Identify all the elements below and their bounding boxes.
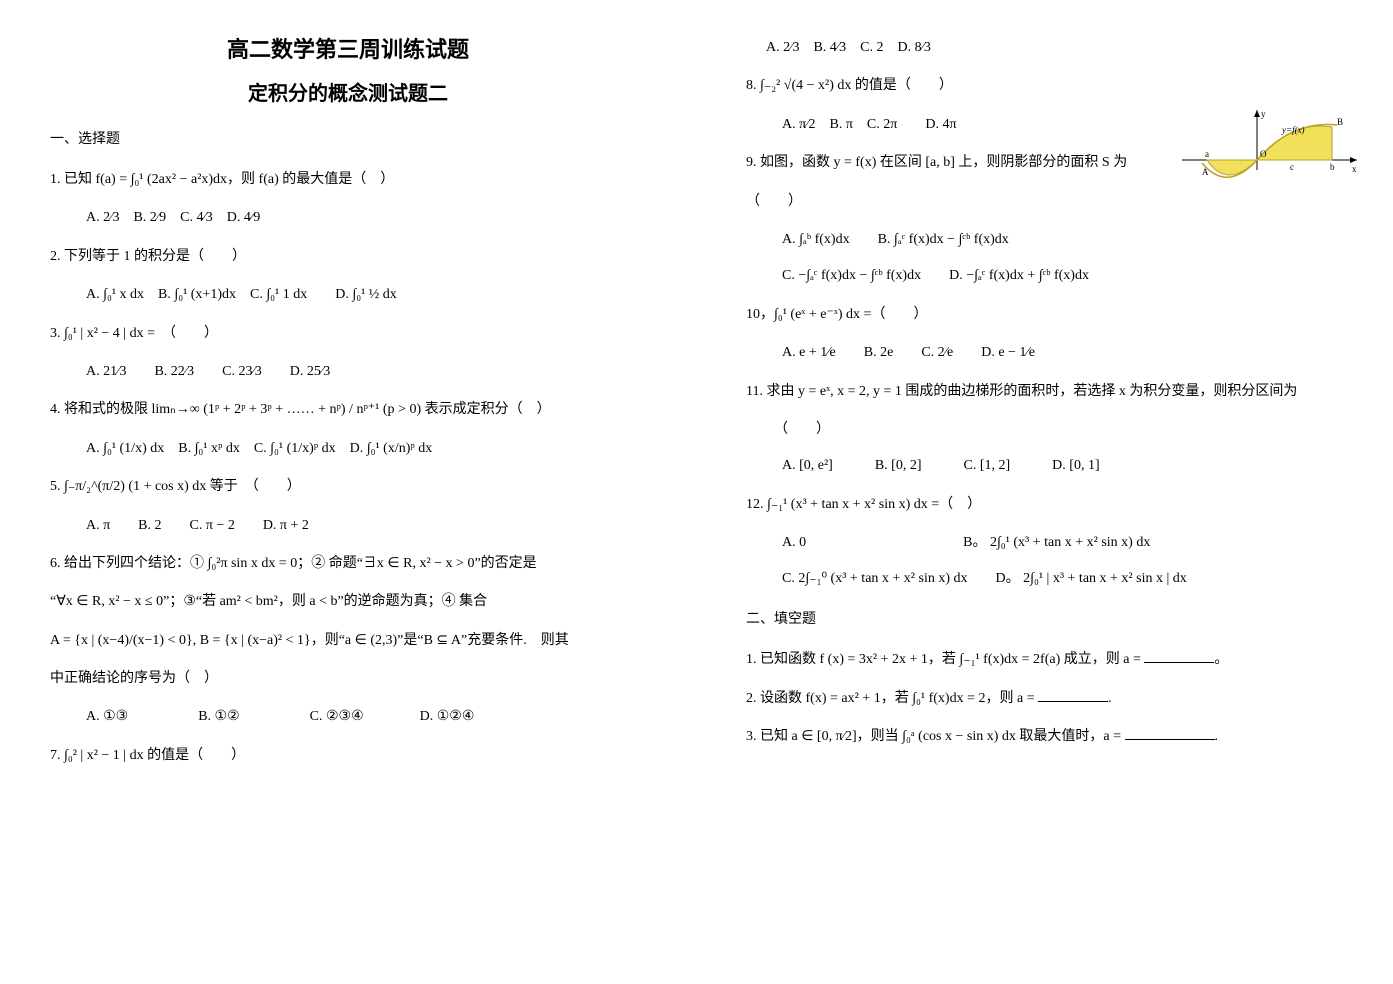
q6-opts: A. ①③ B. ①② C. ②③④ D. ①②④ — [50, 699, 646, 735]
q1: 1. 已知 f(a) = ∫₀¹ (2ax² − a²x)dx，则 f(a) 的… — [50, 162, 646, 198]
fill-3-text: 3. 已知 a ∈ [0, π⁄2]，则当 ∫₀ᵃ (cos x − sin x… — [746, 729, 1125, 744]
q6-line1: 6. 给出下列四个结论：① ∫₀²π sin x dx = 0；② 命题“∃x … — [50, 546, 646, 582]
q12-optA: A. 0 — [782, 535, 806, 550]
q6-line2: “∀x ∈ R, x² − x ≤ 0”；③“若 am² < bm²，则 a <… — [50, 584, 646, 620]
q2: 2. 下列等于 1 的积分是（ ） — [50, 239, 646, 275]
fill-3: 3. 已知 a ∈ [0, π⁄2]，则当 ∫₀ᵃ (cos x − sin x… — [746, 719, 1342, 755]
q7: 7. ∫₀² | x² − 1 | dx 的值是（ ） — [50, 738, 646, 774]
section-2-head: 二、填空题 — [746, 602, 1342, 638]
fig-label-b: b — [1330, 162, 1335, 172]
fig-label-a: a — [1205, 149, 1209, 159]
right-column: A. 2⁄3 B. 4⁄3 C. 2 D. 8⁄3 8. ∫₋₂² √(4 − … — [696, 0, 1392, 984]
q12: 12. ∫₋₁¹ (x³ + tan x + x² sin x) dx =（ ） — [746, 487, 1342, 523]
fig-label-o: O — [1260, 149, 1267, 159]
q5-opts: A. π B. 2 C. π − 2 D. π + 2 — [50, 508, 646, 544]
fig-label-y: y — [1261, 109, 1266, 119]
fill-3-blank — [1125, 726, 1215, 740]
fill-2: 2. 设函数 f(x) = ax² + 1，若 ∫₀¹ f(x)dx = 2，则… — [746, 681, 1342, 717]
q9-figure: y x O a c b A B y=f(x) — [1172, 105, 1362, 195]
fill-3-end: . — [1215, 729, 1219, 744]
q2-opts: A. ∫₀¹ x dx B. ∫₀¹ (x+1)dx C. ∫₀¹ 1 dx D… — [50, 277, 646, 313]
fill-2-blank — [1038, 688, 1108, 702]
fig-label-A: A — [1202, 167, 1209, 177]
fig-label-x: x — [1352, 164, 1357, 174]
fig-label-B: B — [1337, 117, 1343, 127]
doc-title: 高二数学第三周训练试题 — [50, 30, 646, 70]
q1-opts: A. 2⁄3 B. 2⁄9 C. 4⁄3 D. 4⁄9 — [50, 200, 646, 236]
fill-2-text: 2. 设函数 f(x) = ax² + 1，若 ∫₀¹ f(x)dx = 2，则… — [746, 691, 1038, 706]
left-column: 高二数学第三周训练试题 定积分的概念测试题二 一、选择题 1. 已知 f(a) … — [0, 0, 696, 984]
q3-opts: A. 21⁄3 B. 22⁄3 C. 23⁄3 D. 25⁄3 — [50, 354, 646, 390]
fill-1: 1. 已知函数 f (x) = 3x² + 2x + 1，若 ∫₋₁¹ f(x)… — [746, 642, 1342, 678]
q11-line2: （ ） — [746, 412, 1342, 448]
q9-opts-ab: A. ∫ₐᵇ f(x)dx B. ∫ₐᶜ f(x)dx − ∫ᶜᵇ f(x)dx — [746, 222, 1342, 258]
fill-1-text: 1. 已知函数 f (x) = 3x² + 2x + 1，若 ∫₋₁¹ f(x)… — [746, 652, 1144, 667]
q11-line1: 11. 求由 y = eˣ, x = 2, y = 1 围成的曲边梯形的面积时，… — [746, 374, 1342, 410]
fig-label-c: c — [1290, 162, 1294, 172]
q12-row1: A. 0 B。 2∫₀¹ (x³ + tan x + x² sin x) dx — [746, 525, 1342, 561]
q10-opts: A. e + 1⁄e B. 2e C. 2⁄e D. e − 1⁄e — [746, 335, 1342, 371]
q6-line4: 中正确结论的序号为（ ） — [50, 661, 646, 697]
q4-opts: A. ∫₀¹ (1/x) dx B. ∫₀¹ xᵖ dx C. ∫₀¹ (1/x… — [50, 431, 646, 467]
q11-opts: A. [0, e²] B. [0, 2] C. [1, 2] D. [0, 1] — [746, 448, 1342, 484]
section-1-head: 一、选择题 — [50, 122, 646, 158]
doc-subtitle: 定积分的概念测试题二 — [50, 76, 646, 112]
q9-opts-cd: C. −∫ₐᶜ f(x)dx − ∫ᶜᵇ f(x)dx D. −∫ₐᶜ f(x)… — [746, 258, 1342, 294]
fill-2-end: . — [1108, 691, 1112, 706]
q12-optB: B。 2∫₀¹ (x³ + tan x + x² sin x) dx — [963, 535, 1150, 550]
q5: 5. ∫₋π/₂^(π/2) (1 + cos x) dx 等于 （ ） — [50, 469, 646, 505]
fill-1-blank — [1144, 649, 1214, 663]
q3: 3. ∫₀¹ | x² − 4 | dx = （ ） — [50, 316, 646, 352]
q12-row2: C. 2∫₋₁⁰ (x³ + tan x + x² sin x) dx D。 2… — [746, 561, 1342, 597]
fig-label-fx: y=f(x) — [1281, 125, 1305, 135]
fill-1-end: 。 — [1214, 652, 1228, 667]
q4: 4. 将和式的极限 limₙ→∞ (1ᵖ + 2ᵖ + 3ᵖ + …… + nᵖ… — [50, 392, 646, 428]
q6-line3: A = {x | (x−4)/(x−1) < 0}, B = {x | (x−a… — [50, 623, 646, 659]
q10: 10，∫₀¹ (eˣ + e⁻ˣ) dx =（ ） — [746, 297, 1342, 333]
q7-opts: A. 2⁄3 B. 4⁄3 C. 2 D. 8⁄3 — [746, 30, 1342, 66]
q8: 8. ∫₋₂² √(4 − x²) dx 的值是（ ） — [746, 68, 1342, 104]
